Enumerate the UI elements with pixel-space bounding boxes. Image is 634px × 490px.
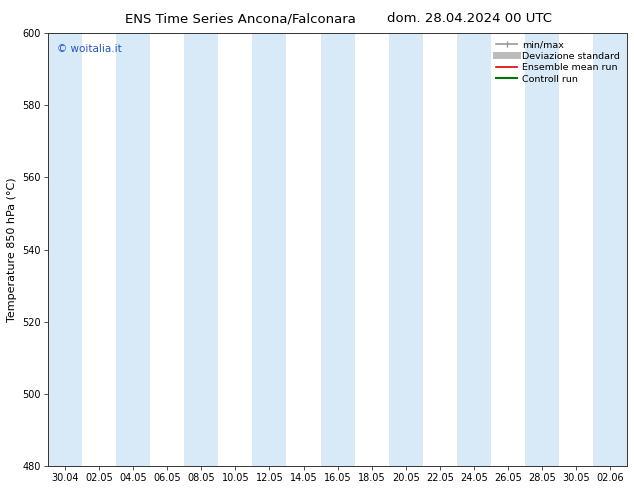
Legend: min/max, Deviazione standard, Ensemble mean run, Controll run: min/max, Deviazione standard, Ensemble m… bbox=[493, 38, 623, 86]
Text: dom. 28.04.2024 00 UTC: dom. 28.04.2024 00 UTC bbox=[387, 12, 552, 25]
Bar bbox=[389, 33, 423, 466]
Bar bbox=[48, 33, 82, 466]
Bar bbox=[184, 33, 218, 466]
Text: © woitalia.it: © woitalia.it bbox=[57, 44, 122, 54]
Bar bbox=[252, 33, 287, 466]
Text: ENS Time Series Ancona/Falconara: ENS Time Series Ancona/Falconara bbox=[126, 12, 356, 25]
Bar bbox=[116, 33, 150, 466]
Bar bbox=[593, 33, 627, 466]
Y-axis label: Temperature 850 hPa (°C): Temperature 850 hPa (°C) bbox=[7, 177, 17, 322]
Bar bbox=[321, 33, 354, 466]
Bar bbox=[525, 33, 559, 466]
Bar bbox=[456, 33, 491, 466]
